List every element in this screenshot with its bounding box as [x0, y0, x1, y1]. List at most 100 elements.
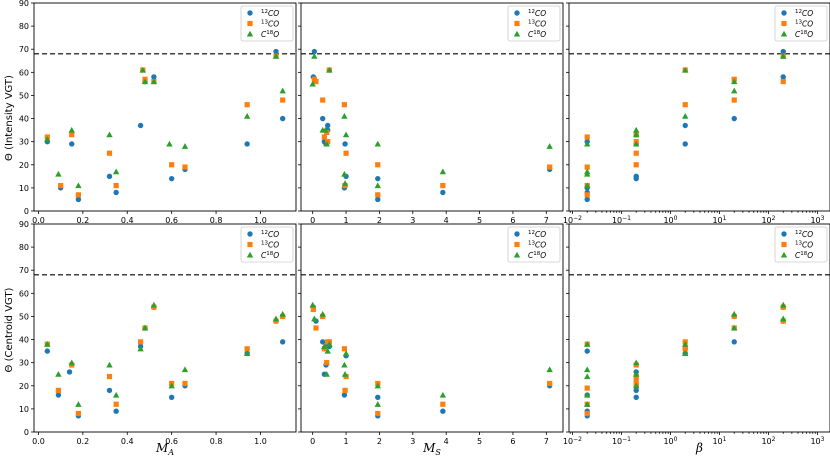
ylabel-bottom: Θ (Centroid VGT) — [4, 287, 15, 372]
x-tick-label: 7 — [544, 216, 549, 225]
axes-frame — [568, 2, 830, 212]
point-co13 — [113, 401, 119, 407]
x-tick-label: 1.0 — [254, 216, 267, 225]
point-co12 — [375, 196, 381, 203]
x-tick-label: 101 — [712, 436, 726, 446]
legend-marker-circle — [781, 231, 787, 237]
point-co12 — [55, 392, 62, 398]
point-co13 — [547, 164, 553, 170]
legend-marker-triangle — [246, 30, 254, 37]
point-co12 — [633, 387, 639, 394]
point-co12 — [66, 369, 73, 375]
point-co13 — [584, 134, 590, 140]
point-co12 — [168, 175, 175, 182]
point-co13 — [341, 346, 347, 352]
legend-label: 13CO — [261, 241, 279, 250]
point-co12 — [137, 122, 144, 129]
legend-label: C18O — [261, 30, 279, 39]
point-co13 — [342, 387, 348, 393]
point-co12 — [682, 122, 688, 129]
point-co13 — [375, 410, 381, 417]
point-c18o — [439, 391, 447, 398]
point-c18o — [141, 78, 149, 85]
point-c18o — [319, 310, 326, 317]
legend-frame — [507, 226, 561, 263]
legend-marker-square — [247, 241, 253, 248]
point-co12 — [279, 339, 286, 345]
point-c18o — [326, 340, 333, 347]
point-co12 — [341, 392, 348, 398]
x-tick-label: 0.4 — [121, 216, 134, 225]
legend-label: 12CO — [528, 9, 546, 18]
point-c18o — [243, 113, 251, 119]
point-co12 — [325, 122, 331, 129]
point-co12 — [279, 115, 286, 122]
point-co13 — [75, 192, 82, 198]
x-tick-label: 101 — [712, 215, 726, 225]
x-tick-label: 0 — [310, 437, 315, 446]
data-points — [584, 48, 787, 203]
point-co13 — [321, 134, 327, 140]
x-tick-label: 4 — [444, 216, 449, 225]
point-co13 — [440, 182, 446, 189]
point-c18o — [731, 310, 738, 317]
point-c18o — [633, 359, 640, 366]
point-co13 — [341, 102, 347, 108]
y-tick-label: 50 — [19, 312, 29, 321]
data-points — [584, 301, 787, 419]
x-tick-label: 2 — [377, 216, 382, 225]
legend-frame — [240, 226, 294, 263]
point-c18o — [439, 168, 447, 175]
point-co12 — [273, 48, 279, 55]
point-co13 — [169, 162, 175, 168]
legend-marker-square — [514, 241, 520, 248]
legend-label: 12CO — [261, 230, 279, 239]
point-co13 — [244, 346, 250, 352]
point-c18o — [309, 80, 316, 87]
point-co13 — [633, 378, 639, 384]
legend-label: C18O — [528, 251, 546, 260]
point-co12 — [633, 173, 639, 180]
y-tick-label: 70 — [19, 45, 29, 54]
point-c18o — [150, 78, 158, 85]
legend-marker-circle — [781, 10, 787, 16]
point-c18o — [139, 66, 146, 73]
x-tick-label: 0.0 — [32, 216, 45, 225]
legend-marker-circle — [514, 231, 520, 237]
legend-marker-circle — [247, 10, 253, 16]
point-co12 — [75, 196, 82, 203]
point-c18o — [272, 315, 280, 322]
legend-marker-triangle — [780, 251, 788, 258]
x-tick-label: 0.4 — [121, 437, 134, 446]
point-c18o — [272, 52, 280, 59]
data-points — [44, 48, 286, 203]
point-c18o — [584, 340, 591, 347]
point-co13 — [440, 401, 446, 407]
point-c18o — [150, 301, 158, 308]
legend-label: 13CO — [261, 20, 279, 29]
axes-frame — [300, 2, 564, 212]
x-tick-label: 2 — [377, 437, 382, 446]
point-c18o — [633, 126, 640, 133]
y-tick-label: 20 — [19, 161, 29, 170]
point-c18o — [584, 401, 591, 407]
point-c18o — [112, 391, 120, 398]
point-c18o — [780, 52, 787, 59]
point-co13 — [182, 164, 188, 170]
point-co13 — [113, 182, 119, 189]
legend-label: 12CO — [261, 9, 279, 18]
point-co12 — [375, 394, 381, 401]
point-co12 — [319, 339, 326, 345]
point-co12 — [440, 408, 446, 414]
legend-label: 12CO — [795, 9, 813, 18]
point-c18o — [546, 366, 553, 373]
legend-marker-triangle — [513, 251, 521, 258]
point-co12 — [69, 141, 75, 147]
legend-marker-circle — [247, 231, 253, 237]
